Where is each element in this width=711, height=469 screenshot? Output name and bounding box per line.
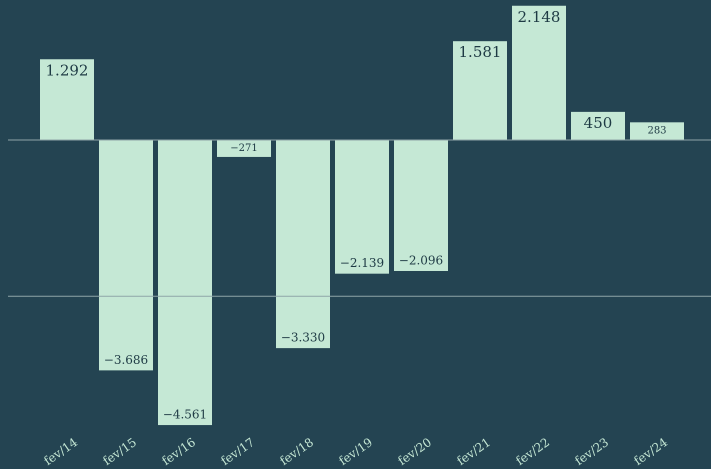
bar [571, 111, 625, 140]
bar [512, 5, 566, 140]
bar [40, 59, 94, 140]
value-label: −2.096 [399, 254, 443, 268]
bar [276, 140, 330, 349]
value-label: 283 [647, 126, 666, 137]
bar [453, 41, 507, 140]
value-label: 1.292 [46, 61, 89, 79]
bar [630, 122, 684, 140]
value-label: −3.330 [281, 331, 325, 345]
bar [158, 140, 212, 426]
value-label: −4.561 [163, 408, 207, 422]
value-label: 450 [584, 114, 613, 132]
value-label: −271 [230, 143, 257, 154]
bar [217, 140, 271, 157]
bar [99, 140, 153, 371]
value-label: −3.686 [104, 353, 148, 367]
value-label: 2.148 [518, 8, 561, 26]
bar [394, 140, 448, 271]
value-label: −2.139 [340, 256, 384, 270]
bar [335, 140, 389, 274]
value-label: 1.581 [459, 43, 502, 61]
